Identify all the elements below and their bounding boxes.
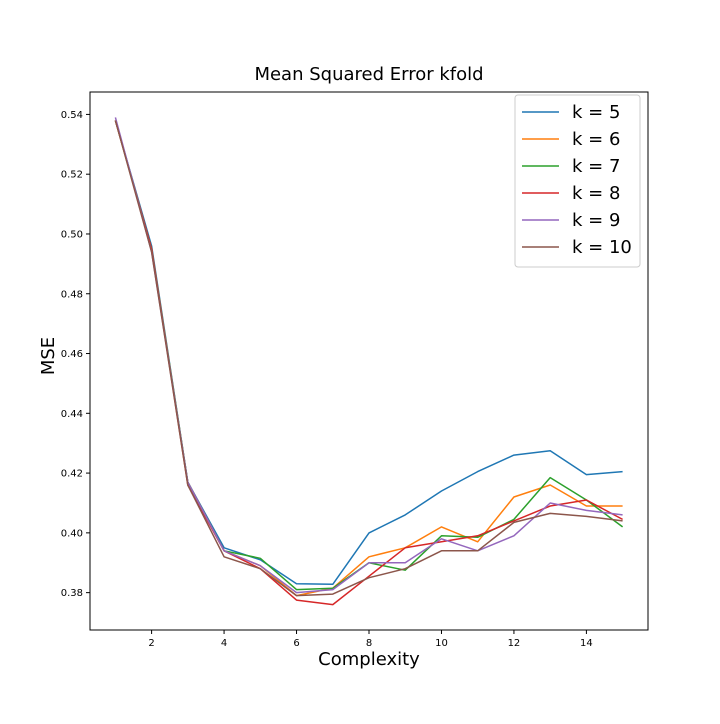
legend-label: k = 6 [572, 129, 620, 150]
legend-label: k = 5 [572, 102, 620, 123]
legend-frame [514, 94, 641, 268]
y-tick-label: 0.54 [61, 110, 83, 121]
legend-label: k = 10 [572, 237, 632, 258]
y-tick-label: 0.38 [61, 588, 83, 599]
x-tick-label: 10 [435, 638, 448, 649]
y-tick-label: 0.44 [61, 409, 83, 420]
series-line-4 [114, 120, 623, 606]
chart-title: Mean Squared Error kfold [254, 64, 483, 85]
y-tick-label: 0.42 [61, 469, 83, 480]
x-tick-label: 8 [366, 638, 372, 649]
y-tick-label: 0.50 [61, 229, 83, 240]
x-tick-label: 6 [293, 638, 299, 649]
x-tick-label: 4 [221, 638, 227, 649]
y-tick-label: 0.48 [61, 289, 83, 300]
x-axis-label: Complexity [318, 649, 420, 670]
y-tick-label: 0.52 [61, 170, 83, 181]
series-line-6 [114, 120, 623, 597]
x-tick-label: 2 [148, 638, 154, 649]
y-tick-label: 0.40 [61, 528, 83, 539]
x-tick-label: 14 [580, 638, 593, 649]
series-layer [114, 117, 624, 606]
legend-label: k = 7 [572, 156, 620, 177]
x-axis-ticks: 2 4 6 8 10 12 14 [148, 630, 593, 649]
y-axis-label: MSE [38, 337, 59, 375]
legend-label: k = 8 [572, 183, 620, 204]
legend-label: k = 9 [572, 210, 620, 231]
x-tick-label: 12 [508, 638, 521, 649]
y-tick-label: 0.46 [61, 349, 83, 360]
y-axis-ticks: 0.38 0.40 0.42 0.44 0.46 0.48 0.50 0.52 0.54 [61, 110, 90, 599]
legend: k = 5 k = 6 k = 7 k = 8 k = 9 k = 10 [514, 94, 641, 268]
series-line-5 [114, 117, 623, 594]
